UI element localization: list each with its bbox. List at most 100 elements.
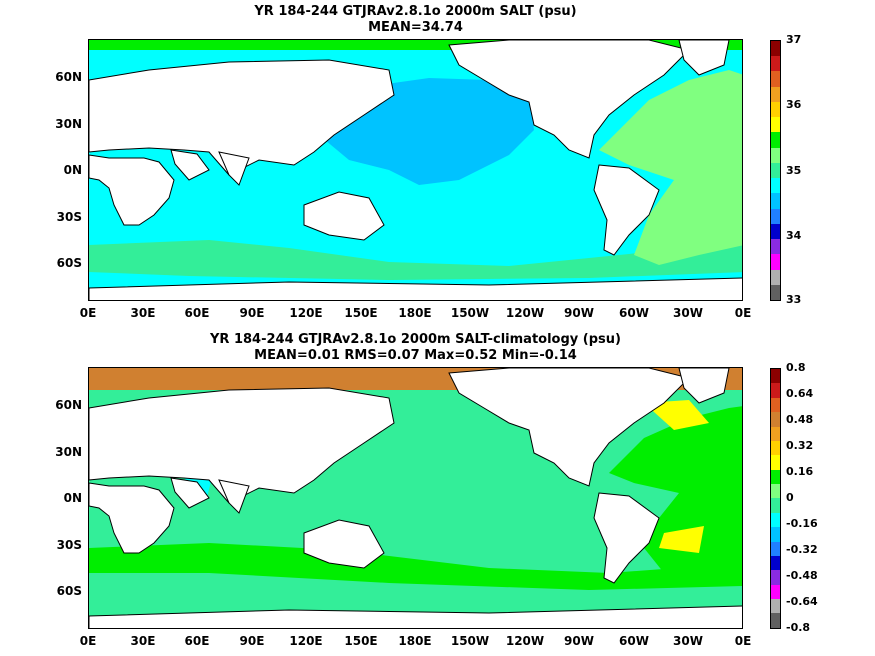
p2-cb-neg0.32: -0.32 <box>786 543 818 556</box>
atlantic-region <box>599 70 742 265</box>
p1-colorbar-swatch-11 <box>771 208 780 224</box>
p2-colorbar-swatch-16 <box>771 599 780 614</box>
land-south-america <box>593 164 660 256</box>
land-eurasia <box>89 59 395 176</box>
p1-colorbar-swatch-9 <box>771 178 780 194</box>
p1-colorbar-swatch-2 <box>771 71 780 87</box>
p2-colorbar-swatch-9 <box>771 498 780 513</box>
p1-lat-30s: 30S <box>56 210 82 224</box>
panel2-subtitle: MEAN=0.01 RMS=0.07 Max=0.52 Min=-0.14 <box>254 348 577 363</box>
p2-lon-30e: 30E <box>130 634 156 648</box>
panel1-colorbar <box>770 40 781 301</box>
land-greenland <box>678 368 730 404</box>
arctic-region <box>89 40 742 50</box>
p2-cb-0.64: 0.64 <box>786 387 814 400</box>
p1-cb-33: 33 <box>786 293 802 306</box>
p2-colorbar-swatch-15 <box>771 584 780 599</box>
southern-ocean-band <box>89 240 742 280</box>
p1-lon-180e: 180E <box>398 306 432 320</box>
p1-lon-30w: 30W <box>673 306 703 320</box>
p2-colorbar-swatch-12 <box>771 541 780 556</box>
p2-lon-120e: 120E <box>289 634 323 648</box>
p1-colorbar-swatch-12 <box>771 223 780 240</box>
p1-colorbar-swatch-3 <box>771 86 780 102</box>
p2-colorbar-swatch-1 <box>771 383 780 398</box>
p2-colorbar-swatch-10 <box>771 512 780 528</box>
p2-colorbar-swatch-4 <box>771 426 780 441</box>
p2-colorbar-swatch-14 <box>771 570 780 585</box>
p1-lon-0e-end: 0E <box>734 306 752 320</box>
p1-lon-90w: 90W <box>564 306 594 320</box>
p1-colorbar-swatch-5 <box>771 117 780 133</box>
p1-lon-60w: 60W <box>619 306 649 320</box>
p2-lon-30w: 30W <box>673 634 703 648</box>
p1-colorbar-swatch-8 <box>771 162 780 179</box>
land-antarctica <box>89 605 742 628</box>
p2-colorbar-swatch-17 <box>771 613 780 628</box>
southern-ocean-band <box>89 543 742 590</box>
land-arabia <box>170 477 210 509</box>
p1-colorbar-swatch-6 <box>771 132 780 148</box>
p1-colorbar-swatch-1 <box>771 56 780 72</box>
p1-colorbar-swatch-10 <box>771 193 780 209</box>
p2-cb-0.48: 0.48 <box>786 413 814 426</box>
p2-cb-neg0.16: -0.16 <box>786 517 818 530</box>
p1-colorbar-swatch-4 <box>771 101 780 118</box>
p2-lon-150w: 150W <box>450 634 490 648</box>
p2-lon-90e: 90E <box>239 634 265 648</box>
p2-cb-neg0.8: -0.8 <box>786 621 811 634</box>
p2-lon-90w: 90W <box>564 634 594 648</box>
land-australia <box>303 191 385 241</box>
p1-lat-60n: 60N <box>55 70 82 84</box>
p1-lon-150e: 150E <box>344 306 378 320</box>
p1-colorbar-swatch-14 <box>771 254 780 270</box>
p2-colorbar-swatch-2 <box>771 397 780 413</box>
p2-colorbar-swatch-8 <box>771 484 780 499</box>
p2-colorbar-swatch-5 <box>771 440 780 456</box>
p2-cb-0: 0 <box>786 491 794 504</box>
land-india <box>218 479 250 514</box>
p1-colorbar-swatch-15 <box>771 269 780 285</box>
p1-lat-0n: 0N <box>63 163 82 177</box>
p2-cb-0.16: 0.16 <box>786 465 814 478</box>
panel2-title: YR 184-244 GTJRAv2.8.1o 2000m SALT-clima… <box>210 332 621 347</box>
p1-colorbar-swatch-16 <box>771 284 780 300</box>
atlantic-region <box>609 406 742 578</box>
p2-cb-neg0.64: -0.64 <box>786 595 818 608</box>
p2-colorbar-swatch-6 <box>771 455 780 470</box>
p1-colorbar-swatch-0 <box>771 41 780 57</box>
panel1-subtitle: MEAN=34.74 <box>368 20 463 35</box>
land-africa <box>89 154 175 226</box>
p1-lon-120w: 120W <box>505 306 545 320</box>
land-north-america <box>448 368 690 487</box>
p2-cb-0.8: 0.8 <box>786 361 806 374</box>
p2-cb-neg0.48: -0.48 <box>786 569 818 582</box>
land-antarctica <box>89 277 742 300</box>
p2-colorbar-swatch-3 <box>771 412 780 427</box>
p1-lon-120e: 120E <box>289 306 323 320</box>
p1-lat-60s: 60S <box>56 256 82 270</box>
panel1-title: YR 184-244 GTJRAv2.8.1o 2000m SALT (psu) <box>254 4 577 19</box>
p2-lon-180e: 180E <box>398 634 432 648</box>
p1-colorbar-swatch-7 <box>771 147 780 163</box>
p1-lon-60e: 60E <box>184 306 210 320</box>
p1-cb-37: 37 <box>786 33 802 46</box>
p2-colorbar-swatch-13 <box>771 555 780 571</box>
land-australia <box>303 519 385 569</box>
p2-lat-30s: 30S <box>56 538 82 552</box>
land-arabia <box>170 149 210 181</box>
p1-lon-30e: 30E <box>130 306 156 320</box>
p2-cb-0.32: 0.32 <box>786 439 814 452</box>
p2-colorbar-swatch-0 <box>771 369 780 384</box>
p1-lon-90e: 90E <box>239 306 265 320</box>
panel2-colorbar <box>770 368 781 629</box>
land-eurasia <box>89 387 395 504</box>
panel2-map <box>88 367 743 629</box>
p1-cb-35: 35 <box>786 164 802 177</box>
p2-colorbar-swatch-11 <box>771 527 780 542</box>
land-greenland <box>678 40 730 76</box>
p2-lon-120w: 120W <box>505 634 545 648</box>
p2-lon-0e-end: 0E <box>734 634 752 648</box>
p2-lat-60s: 60S <box>56 584 82 598</box>
p1-cb-36: 36 <box>786 98 802 111</box>
